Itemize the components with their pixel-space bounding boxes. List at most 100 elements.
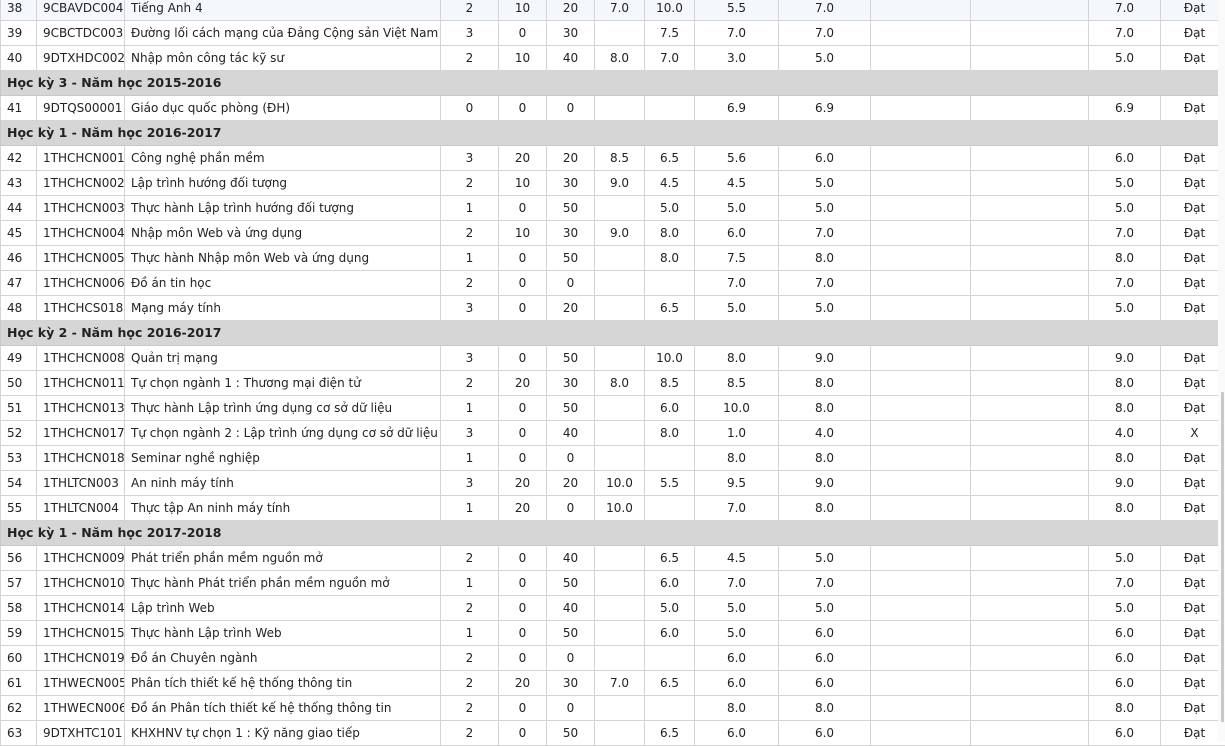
cell-weight-2: 0 [547, 496, 595, 521]
cell-score-10: 5.0 [779, 196, 871, 221]
cell-course-name: Phân tích thiết kế hệ thống thông tin [125, 671, 441, 696]
cell-stt: 49 [1, 346, 37, 371]
cell-course-code: 1THCHCN009 [37, 546, 125, 571]
cell-score-10: 7.0 [779, 0, 871, 21]
cell-course-name: Thực hành Lập trình hướng đối tượng [125, 196, 441, 221]
cell-course-code: 1THCHCN013 [37, 396, 125, 421]
cell-score-1 [595, 721, 645, 746]
cell-weight-1: 20 [499, 496, 547, 521]
cell-score-2 [645, 446, 695, 471]
cell-result: Đạt [1161, 546, 1225, 571]
cell-course-name: An ninh máy tính [125, 471, 441, 496]
cell-score-1 [595, 296, 645, 321]
vertical-scrollbar[interactable] [1218, 0, 1225, 741]
cell-score-2: 7.5 [645, 21, 695, 46]
cell-score-4 [871, 221, 971, 246]
cell-score-exam: 7.5 [695, 246, 779, 271]
cell-score-4 [871, 346, 971, 371]
cell-score-1 [595, 196, 645, 221]
cell-weight-1: 0 [499, 196, 547, 221]
cell-score-2: 5.0 [645, 196, 695, 221]
cell-final-score: 6.0 [1089, 621, 1161, 646]
cell-score-exam: 7.0 [695, 271, 779, 296]
cell-score-4 [871, 46, 971, 71]
cell-score-exam: 9.5 [695, 471, 779, 496]
cell-stt: 43 [1, 171, 37, 196]
cell-score-10: 5.0 [779, 546, 871, 571]
cell-final-score: 7.0 [1089, 221, 1161, 246]
cell-weight-2: 50 [547, 621, 595, 646]
cell-course-code: 1THCHCN005 [37, 246, 125, 271]
cell-final-score: 7.0 [1089, 271, 1161, 296]
semester-label: Học kỳ 1 - Năm học 2016-2017 [1, 121, 1225, 146]
cell-final-score: 5.0 [1089, 296, 1161, 321]
cell-score-exam: 4.5 [695, 546, 779, 571]
cell-score-2: 10.0 [645, 0, 695, 21]
cell-weight-1: 0 [499, 421, 547, 446]
cell-score-letter [971, 0, 1089, 21]
cell-score-2: 6.5 [645, 546, 695, 571]
cell-course-code: 1THCHCN017 [37, 421, 125, 446]
cell-stt: 56 [1, 546, 37, 571]
cell-score-letter [971, 671, 1089, 696]
cell-score-exam: 6.9 [695, 96, 779, 121]
cell-score-1: 8.0 [595, 371, 645, 396]
cell-result: Đạt [1161, 646, 1225, 671]
cell-course-name: Công nghệ phần mềm [125, 146, 441, 171]
cell-weight-1: 20 [499, 371, 547, 396]
cell-weight-2: 50 [547, 571, 595, 596]
cell-final-score: 9.0 [1089, 346, 1161, 371]
cell-score-1 [595, 271, 645, 296]
cell-result: Đạt [1161, 21, 1225, 46]
cell-score-10: 7.0 [779, 271, 871, 296]
cell-weight-2: 50 [547, 396, 595, 421]
cell-score-4 [871, 646, 971, 671]
cell-score-exam: 8.0 [695, 696, 779, 721]
cell-credits: 0 [441, 96, 499, 121]
cell-score-2 [645, 96, 695, 121]
semester-label: Học kỳ 3 - Năm học 2015-2016 [1, 71, 1225, 96]
cell-result: Đạt [1161, 46, 1225, 71]
cell-stt: 51 [1, 396, 37, 421]
cell-weight-1: 20 [499, 671, 547, 696]
cell-final-score: 5.0 [1089, 546, 1161, 571]
cell-result: Đạt [1161, 196, 1225, 221]
cell-score-2: 6.0 [645, 396, 695, 421]
cell-weight-2: 20 [547, 471, 595, 496]
cell-score-1 [595, 96, 645, 121]
cell-course-code: 1THWECN005 [37, 671, 125, 696]
cell-score-1 [595, 646, 645, 671]
cell-score-letter [971, 196, 1089, 221]
cell-weight-2: 0 [547, 446, 595, 471]
cell-course-code: 9DTXHTC101 [37, 721, 125, 746]
cell-score-10: 4.0 [779, 421, 871, 446]
cell-score-2 [645, 696, 695, 721]
cell-credits: 3 [441, 21, 499, 46]
cell-score-4 [871, 596, 971, 621]
cell-weight-2: 30 [547, 171, 595, 196]
cell-credits: 2 [441, 221, 499, 246]
cell-score-4 [871, 246, 971, 271]
cell-score-exam: 10.0 [695, 396, 779, 421]
cell-credits: 1 [441, 496, 499, 521]
cell-score-1 [595, 21, 645, 46]
cell-final-score: 6.9 [1089, 96, 1161, 121]
cell-score-2: 8.0 [645, 221, 695, 246]
cell-score-exam: 3.0 [695, 46, 779, 71]
cell-score-letter [971, 596, 1089, 621]
cell-credits: 2 [441, 271, 499, 296]
cell-score-4 [871, 396, 971, 421]
scrollbar-thumb[interactable] [1221, 392, 1224, 722]
